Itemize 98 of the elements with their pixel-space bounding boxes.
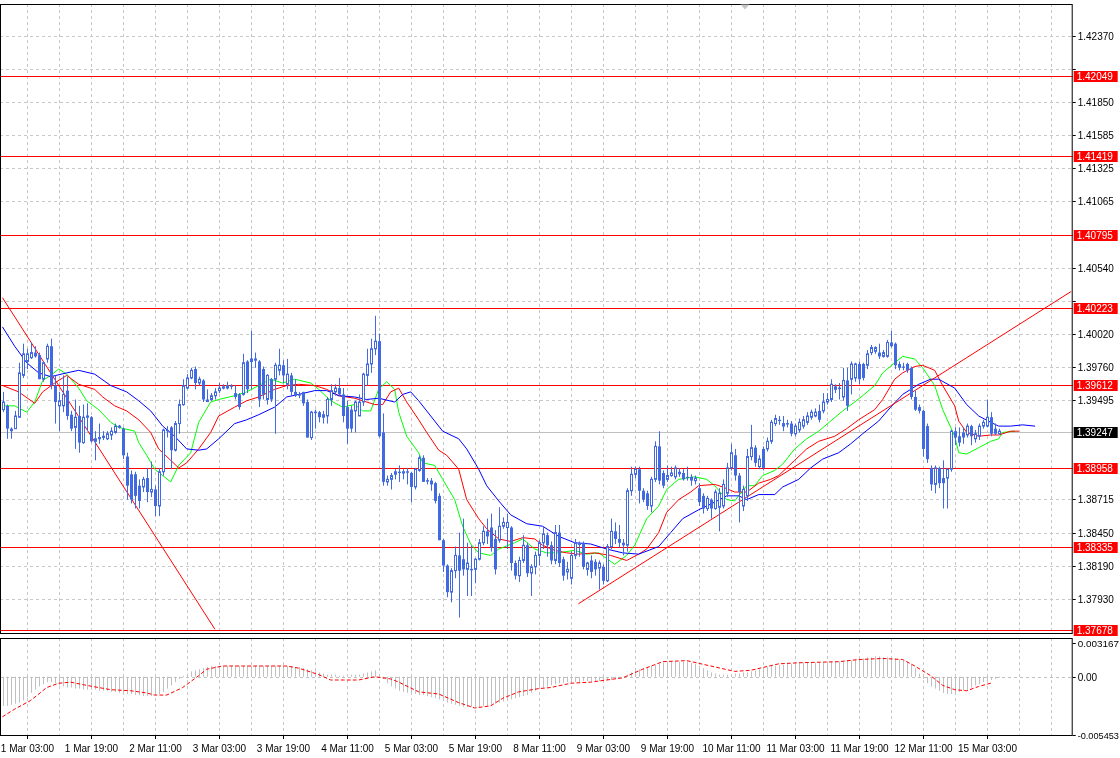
y-tick-label: 1.41850 — [1077, 97, 1115, 108]
candlestick — [938, 466, 941, 489]
candlestick — [134, 471, 137, 510]
candlestick — [598, 559, 601, 591]
candlestick — [970, 424, 973, 446]
ref-line-label: 1.37678 — [1076, 625, 1114, 636]
line-series — [2, 326, 1036, 555]
x-tick-label: 8 Mar 11:00 — [513, 742, 567, 754]
candlestick — [250, 330, 253, 390]
x-tick-label: 12 Mar 11:00 — [894, 742, 954, 754]
ref-line-label: 1.38958 — [1076, 463, 1114, 474]
candlestick — [614, 521, 617, 545]
candlestick — [290, 372, 293, 397]
y-tick-label: 1.42370 — [1077, 31, 1115, 42]
y-tick-label: 1.41585 — [1077, 130, 1115, 141]
x-tick-label: 11 Mar 03:00 — [766, 742, 826, 754]
y-tick-label: 1.38190 — [1077, 561, 1115, 572]
candlestick — [370, 338, 373, 374]
ref-line-label: 1.40223 — [1076, 303, 1114, 314]
candlestick — [486, 518, 489, 545]
y-tick-label: 1.37930 — [1077, 594, 1115, 605]
candlestick — [590, 554, 593, 579]
y-tick-label: 1.40020 — [1077, 329, 1115, 340]
candlestick — [274, 362, 277, 435]
ref-line-label: 1.42049 — [1076, 71, 1114, 82]
ref-line-label: 1.38335 — [1076, 542, 1114, 553]
x-tick-label: 9 Mar 03:00 — [576, 742, 631, 754]
candlestick — [762, 445, 765, 471]
candlestick — [98, 423, 101, 445]
candlestick — [894, 341, 897, 370]
candlestick — [462, 518, 465, 577]
candlestick — [698, 482, 701, 507]
candlestick — [930, 464, 933, 492]
y-tick-label: 1.39760 — [1077, 362, 1115, 373]
candlestick — [618, 524, 621, 549]
y-tick-label: 1.41065 — [1077, 196, 1115, 207]
x-tick-label: 15 Mar 03:00 — [958, 742, 1018, 754]
candlestick — [458, 532, 461, 619]
candlestick — [914, 390, 917, 412]
x-tick-label: 5 Mar 19:00 — [448, 742, 503, 754]
candlestick — [842, 367, 845, 402]
candlestick — [546, 532, 549, 558]
y-tick-label: 1.38450 — [1077, 528, 1115, 539]
x-tick-label: 3 Mar 19:00 — [256, 742, 311, 754]
candlestick — [466, 542, 469, 597]
ref-line-label: 1.40795 — [1076, 230, 1114, 241]
ref-line-label: 1.39247 — [1076, 427, 1114, 438]
candlestick — [278, 348, 281, 376]
candlestick — [514, 559, 517, 580]
candlestick — [138, 478, 141, 510]
x-tick-label: 3 Mar 03:00 — [192, 742, 247, 754]
ref-line-label: 1.41419 — [1076, 151, 1114, 162]
line-series — [2, 657, 992, 718]
candlestick — [830, 378, 833, 403]
y-tick-label: 1.39495 — [1077, 395, 1115, 406]
candlestick — [506, 513, 509, 550]
candlestick — [850, 360, 853, 395]
candlestick — [702, 492, 705, 515]
candlestick — [410, 471, 413, 503]
candlestick — [282, 359, 285, 384]
candlestick — [754, 444, 757, 468]
x-tick-label: 2 Mar 11:00 — [129, 742, 183, 754]
x-tick-label: 1 Mar 03:00 — [0, 742, 55, 754]
y-tick-label: 1.40540 — [1077, 263, 1115, 274]
ref-line-label: 1.39612 — [1076, 380, 1114, 391]
candlestick — [350, 405, 353, 433]
candlestick — [54, 374, 57, 425]
candlestick — [638, 466, 641, 504]
candlestick — [62, 374, 65, 413]
x-tick-label: 10 Mar 11:00 — [702, 742, 762, 754]
candlestick — [958, 426, 961, 447]
x-tick-label: 11 Mar 19:00 — [830, 742, 890, 754]
candlestick — [858, 360, 861, 385]
candlestick — [734, 448, 737, 482]
candlestick — [74, 398, 77, 450]
candlestick — [170, 425, 173, 470]
candlestick — [718, 487, 721, 532]
candlestick — [934, 464, 937, 494]
candlestick — [286, 358, 289, 390]
x-tick-label: 4 Mar 11:00 — [321, 742, 375, 754]
y-tick-label: 0.00 — [1077, 672, 1098, 683]
candlestick — [738, 472, 741, 523]
y-tick-label: 1.38715 — [1077, 494, 1115, 505]
y-tick-label: 1.41325 — [1077, 163, 1115, 174]
x-tick-label: 9 Mar 19:00 — [640, 742, 695, 754]
candlestick — [942, 459, 945, 510]
candlestick — [354, 400, 357, 433]
x-tick-label: 5 Mar 03:00 — [384, 742, 439, 754]
y-tick-label: -0.005453 — [1077, 730, 1119, 741]
candlestick — [6, 404, 9, 440]
candlestick — [194, 366, 197, 390]
candlestick — [714, 488, 717, 511]
candlestick — [990, 411, 993, 437]
x-tick-label: 1 Mar 19:00 — [64, 742, 119, 754]
candlestick — [470, 544, 473, 597]
candlestick — [146, 467, 149, 503]
y-tick-label: 0.003167 — [1077, 638, 1119, 649]
candlestick — [202, 378, 205, 403]
